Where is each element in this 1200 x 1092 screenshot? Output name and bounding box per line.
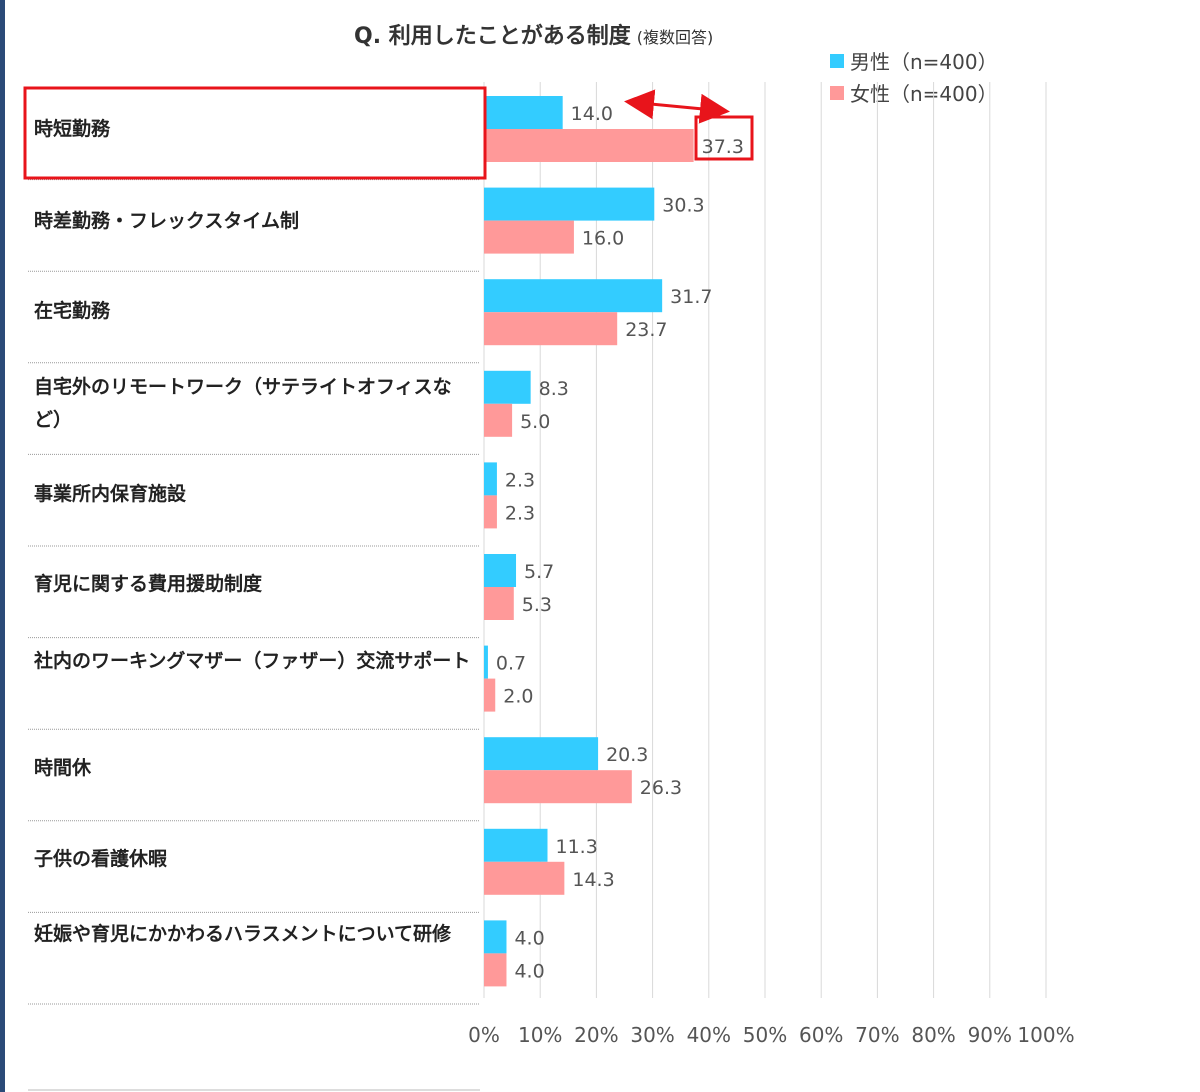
legend-swatch-male	[830, 53, 844, 68]
category-label-3: 自宅外のリモートワーク（サテライトオフィスなど）	[34, 376, 452, 431]
value-label-male-8: 11.3	[556, 836, 598, 858]
bar-female-0	[484, 129, 694, 162]
bar-male-4	[484, 462, 497, 496]
comparison-arrow	[624, 89, 730, 124]
legend-item-male: 男性（n=400）	[830, 46, 998, 75]
x-tick-label-6: 60%	[799, 1023, 843, 1047]
bar-male-0	[484, 96, 563, 129]
bar-male-2	[484, 279, 663, 313]
x-tick-label-9: 90%	[968, 1023, 1012, 1047]
value-label-female-6: 2.0	[503, 686, 533, 708]
title-text: Q. 利用したことがある制度	[354, 24, 631, 49]
value-label-female-0: 37.3	[702, 136, 744, 158]
value-label-male-2: 31.7	[670, 286, 712, 308]
value-label-male-3: 8.3	[539, 378, 569, 400]
category-label-2: 在宅勤務	[34, 300, 111, 322]
chart-subtitle: (複数回答)	[636, 28, 714, 47]
value-label-female-2: 23.7	[625, 319, 667, 341]
x-tick-label-10: 100%	[1017, 1023, 1074, 1047]
value-label-male-7: 20.3	[606, 744, 648, 766]
legend-label-male: 男性（n=400）	[850, 50, 998, 74]
category-label-6: 社内のワーキングマザー（ファザー）交流サポート	[34, 650, 471, 672]
bar-male-6	[484, 645, 488, 679]
bar-female-1	[484, 220, 574, 254]
value-label-female-3: 5.0	[520, 411, 550, 433]
bar-female-7	[484, 770, 632, 804]
x-tick-label-1: 10%	[518, 1023, 562, 1047]
x-tick-label-3: 30%	[630, 1023, 674, 1047]
category-label-0: 時短勤務	[34, 118, 111, 140]
x-tick-label-8: 80%	[911, 1023, 955, 1047]
highlight-box-category	[23, 86, 487, 180]
x-tick-label-2: 20%	[574, 1023, 618, 1047]
chart-title: Q. 利用したことがある制度 (複数回答)	[354, 18, 713, 50]
x-tick-label-4: 40%	[687, 1023, 731, 1047]
bar-female-2	[484, 312, 618, 346]
category-label-8: 子供の看護休暇	[34, 848, 168, 870]
value-label-male-0: 14.0	[571, 103, 613, 125]
bar-male-9	[484, 920, 507, 954]
bar-female-9	[484, 953, 507, 987]
value-label-female-9: 4.0	[514, 960, 544, 982]
bar-male-1	[484, 187, 655, 221]
category-label-1: 時差勤務・フレックスタイム制	[34, 210, 300, 232]
x-tick-label-7: 70%	[855, 1023, 899, 1047]
value-label-male-6: 0.7	[496, 653, 526, 675]
bar-female-5	[484, 587, 514, 620]
bar-female-3	[484, 403, 513, 437]
bar-male-8	[484, 828, 548, 862]
category-label-5: 育児に関する費用援助制度	[34, 573, 263, 595]
left-border	[0, 0, 5, 1092]
value-label-female-4: 2.3	[505, 502, 535, 524]
category-label-7: 時間休	[34, 757, 92, 779]
category-label-4: 事業所内保育施設	[34, 483, 187, 505]
bar-female-4	[484, 495, 497, 529]
category-label-9: 妊娠や育児にかかわるハラスメントについて研修	[34, 923, 452, 945]
x-tick-label-0: 0%	[468, 1023, 500, 1047]
bar-male-3	[484, 370, 531, 404]
value-label-male-5: 5.7	[524, 561, 554, 583]
legend-item-female: 女性（n=400）	[830, 78, 998, 107]
value-label-female-7: 26.3	[640, 777, 682, 799]
value-label-female-8: 14.3	[572, 869, 614, 891]
bar-female-8	[484, 861, 565, 895]
bar-male-5	[484, 554, 517, 587]
bar-male-7	[484, 737, 599, 771]
value-label-female-1: 16.0	[582, 228, 624, 250]
legend-label-female: 女性（n=400）	[850, 82, 998, 106]
x-tick-label-5: 50%	[743, 1023, 787, 1047]
legend-swatch-female	[830, 85, 844, 100]
value-label-male-1: 30.3	[662, 195, 704, 217]
value-label-male-4: 2.3	[505, 469, 535, 491]
value-label-male-9: 4.0	[514, 927, 544, 949]
bar-female-6	[484, 678, 496, 712]
value-label-female-5: 5.3	[522, 594, 552, 616]
